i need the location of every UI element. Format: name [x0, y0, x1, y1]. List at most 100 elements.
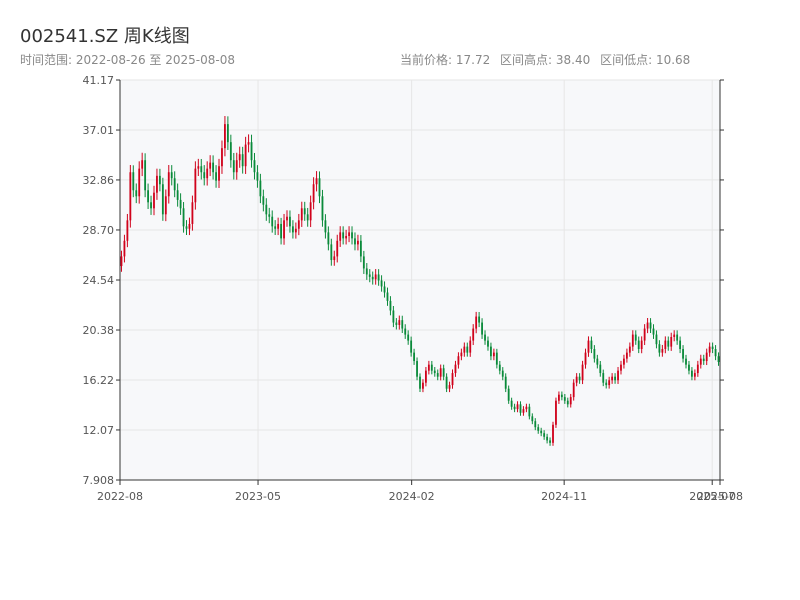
candle-body: [454, 364, 457, 374]
candle-body: [241, 154, 244, 167]
candle: [599, 361, 602, 377]
candle: [256, 165, 259, 188]
candle: [620, 360, 622, 375]
candle-body: [623, 358, 625, 365]
candle-body: [318, 178, 321, 197]
candle: [368, 269, 371, 283]
candle: [643, 324, 646, 346]
candle: [487, 336, 489, 351]
candle: [185, 220, 188, 235]
candle-body: [286, 216, 288, 221]
candle-body: [389, 300, 392, 311]
candle: [696, 360, 699, 377]
candle: [513, 403, 516, 413]
candle: [126, 213, 129, 248]
candle-body: [558, 394, 560, 401]
candle: [492, 348, 495, 361]
candle: [430, 360, 433, 375]
candle: [628, 342, 631, 357]
candle: [685, 354, 687, 369]
candle: [398, 315, 401, 330]
candle-body: [368, 274, 371, 277]
candle: [416, 357, 418, 381]
candle: [357, 234, 359, 251]
candle: [602, 369, 605, 387]
candle-body: [608, 380, 611, 386]
candle-body: [371, 276, 374, 280]
x-tick-label: 2025-08: [697, 490, 743, 503]
candle-body: [191, 202, 194, 224]
candle: [682, 345, 684, 363]
candle-body: [294, 228, 297, 233]
candle: [377, 269, 380, 286]
candle: [141, 152, 144, 177]
candle-body: [691, 370, 693, 377]
candle: [593, 345, 596, 363]
candle: [229, 134, 232, 168]
candle: [546, 433, 549, 444]
candle: [652, 324, 655, 339]
candle-body: [348, 232, 350, 236]
candle: [581, 360, 584, 385]
candle: [241, 146, 244, 174]
candle: [608, 376, 611, 389]
candle-body: [569, 397, 572, 405]
candle-body: [504, 376, 507, 389]
candle-body: [693, 373, 696, 377]
candle-body: [342, 232, 345, 239]
candle: [679, 336, 682, 354]
candle: [265, 198, 268, 221]
candle-body: [596, 358, 599, 365]
candle-body: [164, 196, 167, 215]
candle: [383, 281, 386, 298]
candle-body: [291, 226, 294, 233]
candle: [371, 271, 374, 285]
candle-body: [685, 358, 687, 365]
candle-body: [513, 406, 516, 410]
candle: [212, 155, 215, 180]
candle: [147, 183, 149, 210]
candle-body: [484, 334, 486, 341]
candle-body: [244, 144, 247, 167]
candle: [351, 226, 353, 245]
candle: [389, 296, 392, 316]
candle: [510, 397, 513, 410]
y-tick-label: 16.22: [83, 374, 115, 387]
candle: [584, 348, 587, 369]
candle-body: [422, 382, 424, 389]
candle: [655, 330, 658, 349]
candle-body: [528, 406, 531, 417]
candle: [348, 226, 350, 243]
candle: [605, 379, 608, 389]
candle: [238, 146, 241, 168]
candle-body: [309, 202, 312, 221]
candle: [498, 360, 501, 375]
candle-body: [475, 316, 478, 329]
candle-body: [188, 223, 191, 229]
candle: [150, 195, 152, 215]
candle-body: [351, 232, 353, 239]
candle-body: [209, 162, 212, 169]
candle: [167, 164, 170, 204]
candle: [386, 287, 389, 306]
candle: [253, 152, 256, 180]
candle-body: [383, 286, 386, 293]
candle: [454, 360, 457, 377]
candle-body: [253, 160, 256, 173]
candle: [209, 155, 212, 177]
candle-body: [492, 352, 495, 357]
candle: [200, 158, 203, 180]
candle-body: [433, 370, 436, 374]
candle-body: [510, 400, 513, 407]
candle-body: [507, 388, 510, 401]
candle: [442, 364, 445, 381]
candle-body: [173, 178, 176, 191]
candle-body: [478, 316, 481, 323]
candle-body: [463, 346, 466, 353]
candle: [407, 330, 410, 345]
candle-body: [661, 349, 664, 353]
candle-body: [646, 322, 649, 329]
candle: [120, 250, 123, 272]
candle: [578, 373, 581, 384]
candle-body: [631, 334, 634, 347]
